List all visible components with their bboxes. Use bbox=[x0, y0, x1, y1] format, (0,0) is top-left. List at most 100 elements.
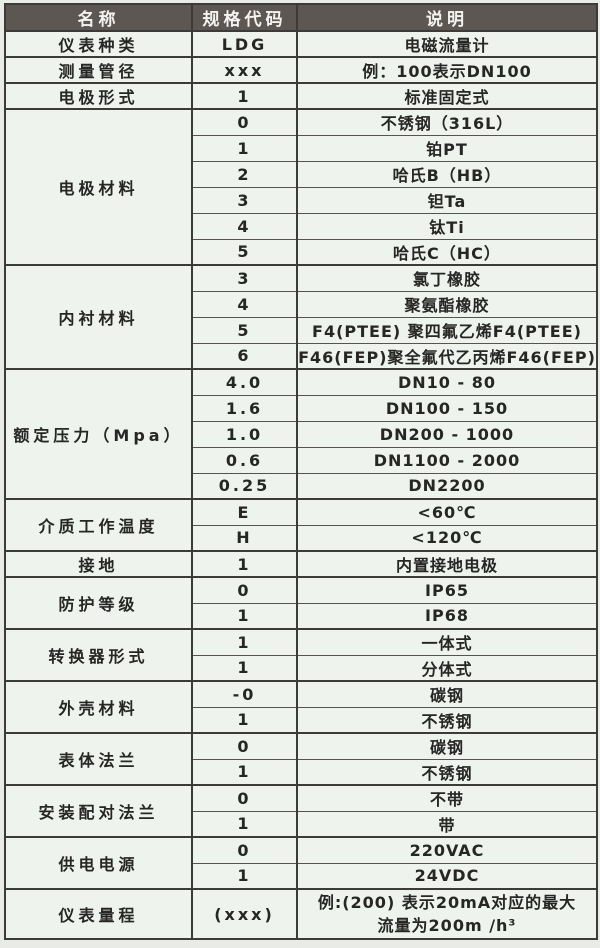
table-row: 内衬材料 3 氯丁橡胶 bbox=[5, 264, 597, 369]
desc-cell: DN10 - 80 bbox=[297, 368, 597, 395]
desc-cell: 氯丁橡胶 bbox=[297, 264, 597, 291]
table-row: 测量管径 xxx 例：100表示DN100 bbox=[5, 56, 597, 83]
desc-cell: 碳钢 bbox=[297, 732, 597, 759]
code-cell: E bbox=[192, 498, 298, 525]
table-row: 3 钽Ta bbox=[5, 186, 597, 213]
desc-cell: 例：100表示DN100 bbox=[297, 56, 597, 83]
desc-cell: 不锈钢（316L） bbox=[297, 108, 597, 135]
table-row: 0.6 DN1100 - 2000 bbox=[5, 446, 597, 473]
table-row: 1 IP68 bbox=[5, 602, 597, 629]
code-cell: 1 bbox=[192, 602, 298, 629]
name-cell: 仪表种类 bbox=[5, 30, 193, 57]
table-row: 仪表量程 (xxx) 例:(200) 表示20mA对应的最大 流量为200m /h³ bbox=[5, 888, 597, 939]
code-cell: 0 bbox=[192, 784, 298, 811]
desc-cell: 哈氏C（HC） bbox=[297, 238, 597, 265]
table-row: 防护等级 0 IP65 bbox=[5, 576, 597, 629]
code-cell: H bbox=[192, 524, 298, 551]
desc-cell: 内置接地电极 bbox=[297, 550, 597, 577]
table-row: 2 哈氏B（HB） bbox=[5, 160, 597, 187]
code-cell: xxx bbox=[192, 56, 298, 83]
desc-cell: IP68 bbox=[297, 602, 597, 629]
name-cell: 供电电源 bbox=[5, 836, 193, 889]
code-cell: -0 bbox=[192, 680, 298, 707]
table-row: 4 聚氨酯橡胶 bbox=[5, 290, 597, 317]
code-cell: 1 bbox=[192, 758, 298, 785]
code-cell: 1 bbox=[192, 550, 298, 577]
code-cell: 1 bbox=[192, 628, 298, 655]
code-cell: 6 bbox=[192, 342, 298, 369]
desc-cell: DN200 - 1000 bbox=[297, 420, 597, 447]
desc-cell: 碳钢 bbox=[297, 680, 597, 707]
desc-cell: F46(FEP)聚全氟代乙丙烯F46(FEP) bbox=[297, 342, 597, 369]
code-cell: 0.25 bbox=[192, 472, 298, 499]
desc-cell: 不锈钢 bbox=[297, 706, 597, 733]
table-row: 1 不锈钢 bbox=[5, 758, 597, 785]
desc-cell: DN2200 bbox=[297, 472, 597, 499]
code-cell: 0 bbox=[192, 576, 298, 603]
name-cell: 介质工作温度 bbox=[5, 498, 193, 551]
header-row: 名称 规格代码 说明 bbox=[5, 4, 597, 32]
desc-cell: 钽Ta bbox=[297, 186, 597, 213]
spec-table-header: 名称 规格代码 说明 bbox=[5, 4, 597, 32]
desc-line: 流量为200m /h³ bbox=[377, 916, 517, 935]
table-row: 5 哈氏C（HC） bbox=[5, 238, 597, 265]
name-cell: 转换器形式 bbox=[5, 628, 193, 681]
name-cell: 额定压力（Mpa） bbox=[5, 368, 193, 499]
desc-cell: F4(PTEE) 聚四氟乙烯F4(PTEE) bbox=[297, 316, 597, 343]
code-cell: 1 bbox=[192, 82, 298, 109]
code-cell: 0.6 bbox=[192, 446, 298, 473]
table-row: 4 钛Ti bbox=[5, 212, 597, 239]
code-cell: 0 bbox=[192, 732, 298, 759]
table-row: 安装配对法兰 0 不带 bbox=[5, 784, 597, 837]
table-row: 外壳材料 -0 碳钢 bbox=[5, 680, 597, 733]
name-cell: 安装配对法兰 bbox=[5, 784, 193, 837]
desc-cell: <60℃ bbox=[297, 498, 597, 525]
code-cell: 1 bbox=[192, 706, 298, 733]
desc-cell: 不锈钢 bbox=[297, 758, 597, 785]
name-cell: 防护等级 bbox=[5, 576, 193, 629]
name-cell: 表体法兰 bbox=[5, 732, 193, 785]
header-cell-name: 名称 bbox=[5, 4, 192, 32]
table-row: 5 F4(PTEE) 聚四氟乙烯F4(PTEE) bbox=[5, 316, 597, 343]
desc-cell: 例:(200) 表示20mA对应的最大 流量为200m /h³ bbox=[297, 888, 597, 939]
table-row: 仪表种类 LDG 电磁流量计 bbox=[5, 30, 597, 57]
code-cell: 5 bbox=[192, 238, 298, 265]
desc-cell: 铂PT bbox=[297, 134, 597, 161]
table-row: 电极形式 1 标准固定式 bbox=[5, 82, 597, 109]
desc-cell: 哈氏B（HB） bbox=[297, 160, 597, 187]
name-cell: 测量管径 bbox=[5, 56, 193, 83]
table-row: 0.25 DN2200 bbox=[5, 472, 597, 499]
code-cell: 1 bbox=[192, 654, 298, 681]
name-cell: 内衬材料 bbox=[5, 264, 193, 369]
table-row: 1 不锈钢 bbox=[5, 706, 597, 733]
table-row: 1 铂PT bbox=[5, 134, 597, 161]
table-row: 介质工作温度 E <60℃ bbox=[5, 498, 597, 551]
desc-cell: 不带 bbox=[297, 784, 597, 811]
table-row: H <120℃ bbox=[5, 524, 597, 551]
code-cell: 1.0 bbox=[192, 420, 298, 447]
code-cell: 4 bbox=[192, 212, 298, 239]
code-cell: 0 bbox=[192, 108, 298, 135]
table-row: 供电电源 0 220VAC bbox=[5, 836, 597, 889]
name-cell: 仪表量程 bbox=[5, 888, 193, 939]
code-cell: 1 bbox=[192, 134, 298, 161]
desc-cell: 220VAC bbox=[297, 836, 597, 863]
code-cell: 4 bbox=[192, 290, 298, 317]
name-cell: 电极形式 bbox=[5, 82, 193, 109]
table-row: 6 F46(FEP)聚全氟代乙丙烯F46(FEP) bbox=[5, 342, 597, 369]
code-cell: 1 bbox=[192, 862, 298, 889]
table-row: 1 24VDC bbox=[5, 862, 597, 889]
code-cell: 1.6 bbox=[192, 394, 298, 421]
code-cell: 3 bbox=[192, 264, 298, 291]
table-row: 电极材料 0 不锈钢（316L） bbox=[5, 108, 597, 265]
table-row: 1 分体式 bbox=[5, 654, 597, 681]
header-cell-code: 规格代码 bbox=[191, 4, 297, 32]
table-row: 转换器形式 1 一体式 bbox=[5, 628, 597, 681]
code-cell: 4.0 bbox=[192, 368, 298, 395]
code-cell: 3 bbox=[192, 186, 298, 213]
desc-cell: DN1100 - 2000 bbox=[297, 446, 597, 473]
desc-cell: 标准固定式 bbox=[297, 82, 597, 109]
table-row: 接地 1 内置接地电极 bbox=[5, 550, 597, 577]
